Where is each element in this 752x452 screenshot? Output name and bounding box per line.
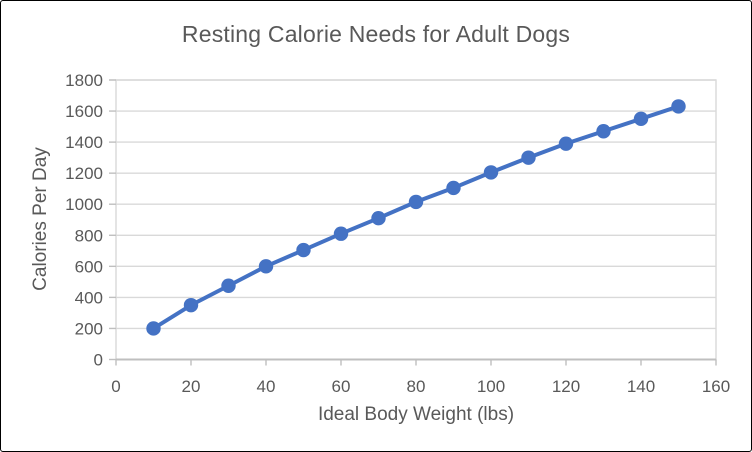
y-tick-label: 1200 — [65, 164, 103, 183]
data-point — [596, 124, 611, 139]
x-tick-label: 160 — [702, 377, 730, 396]
data-point — [408, 194, 424, 210]
chart-title: Resting Calorie Needs for Adult Dogs — [181, 21, 571, 47]
x-tick-label: 120 — [552, 377, 580, 396]
data-point — [521, 150, 536, 165]
y-axis-title: Calories Per Day — [30, 147, 51, 291]
x-tick-label: 0 — [111, 377, 120, 396]
y-tick-label: 0 — [94, 351, 103, 370]
y-tick-label: 400 — [75, 288, 103, 307]
data-point — [633, 111, 649, 127]
data-point — [221, 278, 236, 293]
data-line — [151, 104, 681, 331]
x-axis-title: Ideal Body Weight (lbs) — [317, 404, 515, 425]
x-tick-label: 100 — [477, 377, 505, 396]
y-tick-label: 600 — [75, 257, 103, 276]
data-point — [558, 136, 574, 151]
x-tick-label: 20 — [182, 377, 201, 396]
x-tick-label: 40 — [257, 377, 276, 396]
data-point — [671, 99, 686, 114]
data-point — [146, 321, 161, 336]
data-point — [333, 226, 349, 241]
x-tick-label: 80 — [407, 377, 426, 396]
data-point — [446, 180, 461, 196]
x-tick-label: 140 — [627, 377, 655, 396]
y-tick-label: 1800 — [65, 71, 103, 90]
y-tick-label: 200 — [75, 319, 103, 338]
y-tick-label: 800 — [75, 226, 103, 245]
data-point — [483, 165, 499, 180]
y-tick-label: 1400 — [65, 133, 103, 152]
x-tick-label: 60 — [332, 377, 351, 396]
data-point — [296, 242, 311, 258]
y-tick-label: 1000 — [65, 195, 103, 214]
data-point — [371, 210, 386, 226]
y-tick-label: 1600 — [65, 102, 103, 121]
data-point — [258, 259, 274, 274]
data-point — [183, 297, 199, 313]
